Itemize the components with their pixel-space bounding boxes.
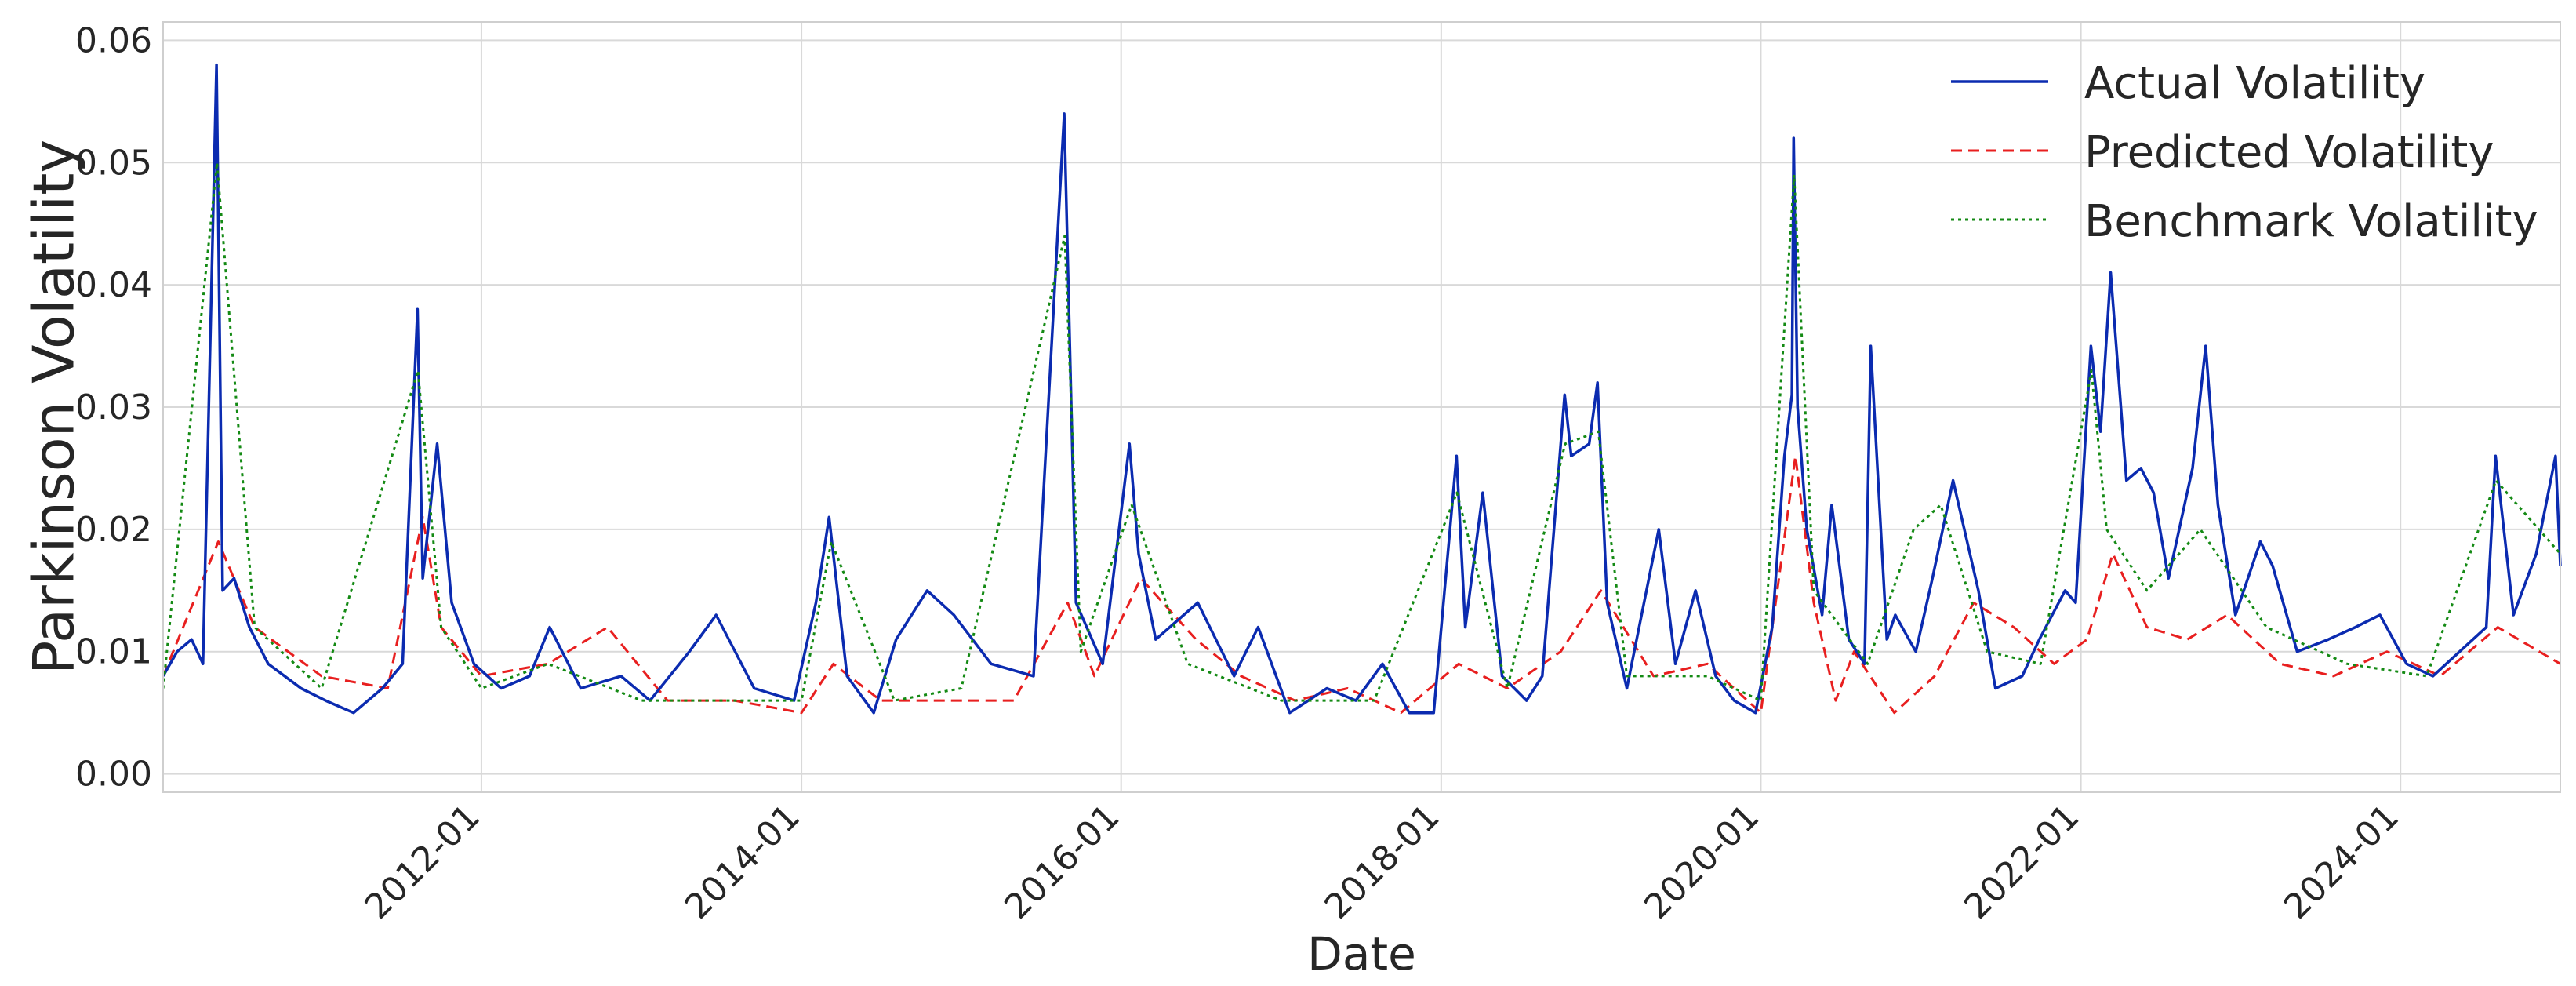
x-axis-title: Date (1307, 927, 1416, 981)
y-tick-label: 0.01 (75, 632, 152, 672)
series-line-2 (162, 454, 2561, 715)
y-tick-label: 0.03 (75, 387, 152, 428)
legend-label-2: Predicted Volatility (2084, 127, 2494, 178)
y-axis-title: Parkinson Volatility (21, 140, 87, 675)
y-axis-ticks: 0.00 0.01 0.02 0.03 0.04 0.05 0.06 (75, 20, 152, 794)
series-layer (162, 63, 2562, 715)
y-tick-label: 0.02 (75, 510, 152, 550)
grid-lines (163, 22, 2560, 792)
y-tick-label: 0.00 (75, 755, 152, 795)
y-tick-label: 0.05 (75, 143, 152, 183)
plot-frame (162, 21, 2561, 793)
y-tick-label: 0.04 (75, 265, 152, 305)
series-line-3 (162, 161, 2562, 702)
legend-label-1: Actual Volatility (2084, 58, 2425, 109)
y-tick-label: 0.06 (75, 20, 152, 60)
legend-label-3: Benchmark Volatility (2084, 196, 2538, 247)
series-line-1 (162, 63, 2562, 715)
legend: Actual Volatility Predicted Volatility Ben… (1951, 58, 2538, 247)
